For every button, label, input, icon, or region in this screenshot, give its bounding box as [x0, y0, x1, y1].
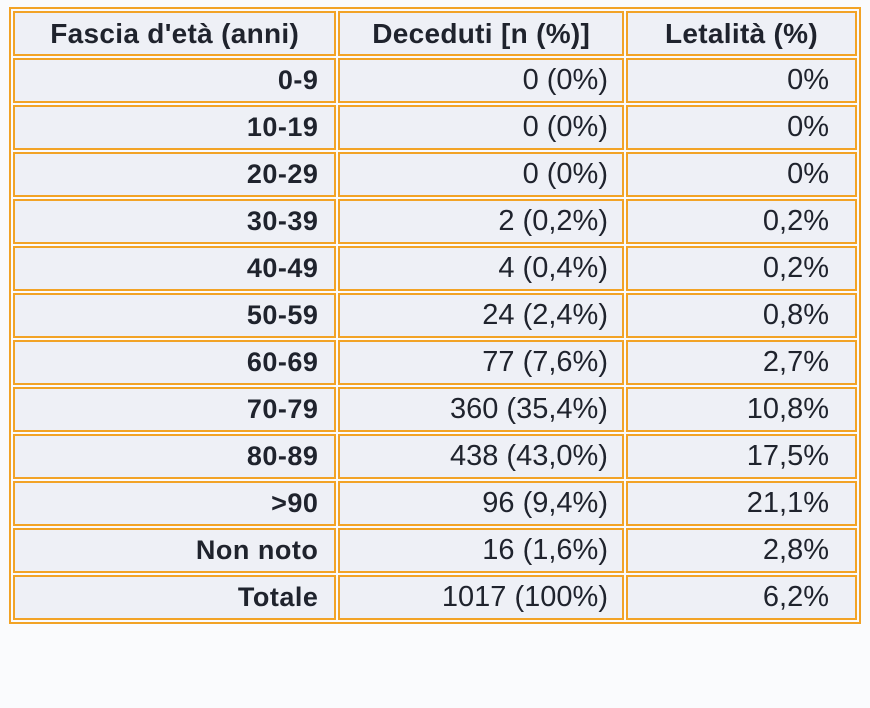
age-group-cell: >90: [13, 481, 337, 526]
deceased-cell: 438 (43,0%): [338, 434, 624, 479]
lethality-cell: 17,5%: [625, 434, 857, 479]
lethality-cell: 0%: [625, 105, 857, 150]
table-row: 40-49 4 (0,4%) 0,2%: [13, 246, 857, 291]
table-row: 80-89 438 (43,0%) 17,5%: [13, 434, 857, 479]
age-group-cell: 70-79: [13, 387, 337, 432]
age-group-cell: 80-89: [13, 434, 337, 479]
deceased-cell: 2 (0,2%): [338, 199, 624, 244]
lethality-cell: 0,2%: [625, 246, 857, 291]
lethality-cell: 2,7%: [625, 340, 857, 385]
age-group-cell: 60-69: [13, 340, 337, 385]
deceased-cell: 0 (0%): [338, 105, 624, 150]
lethality-cell: 6,2%: [625, 575, 857, 620]
column-header-age-group: Fascia d'età (anni): [13, 11, 337, 56]
deceased-cell: 16 (1,6%): [338, 528, 624, 573]
deceased-cell: 0 (0%): [338, 152, 624, 197]
lethality-cell: 0,8%: [625, 293, 857, 338]
table-row: 60-69 77 (7,6%) 2,7%: [13, 340, 857, 385]
age-group-cell: 0-9: [13, 58, 337, 103]
lethality-cell: 0%: [625, 58, 857, 103]
deceased-cell: 0 (0%): [338, 58, 624, 103]
table-row: 10-19 0 (0%) 0%: [13, 105, 857, 150]
table-row: 30-39 2 (0,2%) 0,2%: [13, 199, 857, 244]
lethality-by-age-table: Fascia d'età (anni) Deceduti [n (%)] Let…: [9, 7, 861, 624]
age-group-cell: 30-39: [13, 199, 337, 244]
age-group-cell: Non noto: [13, 528, 337, 573]
deceased-cell: 4 (0,4%): [338, 246, 624, 291]
lethality-cell: 0%: [625, 152, 857, 197]
column-header-deceased: Deceduti [n (%)]: [338, 11, 624, 56]
deceased-cell: 1017 (100%): [338, 575, 624, 620]
deceased-cell: 360 (35,4%): [338, 387, 624, 432]
age-group-cell: 10-19: [13, 105, 337, 150]
age-group-cell: Totale: [13, 575, 337, 620]
table-row: >90 96 (9,4%) 21,1%: [13, 481, 857, 526]
lethality-cell: 10,8%: [625, 387, 857, 432]
age-group-cell: 50-59: [13, 293, 337, 338]
age-group-cell: 20-29: [13, 152, 337, 197]
table-row: 70-79 360 (35,4%) 10,8%: [13, 387, 857, 432]
lethality-cell: 21,1%: [625, 481, 857, 526]
table-row: Non noto 16 (1,6%) 2,8%: [13, 528, 857, 573]
age-group-cell: 40-49: [13, 246, 337, 291]
table-row: 0-9 0 (0%) 0%: [13, 58, 857, 103]
table-row: 20-29 0 (0%) 0%: [13, 152, 857, 197]
deceased-cell: 77 (7,6%): [338, 340, 624, 385]
lethality-cell: 2,8%: [625, 528, 857, 573]
lethality-cell: 0,2%: [625, 199, 857, 244]
column-header-lethality: Letalità (%): [625, 11, 857, 56]
table-row: 50-59 24 (2,4%) 0,8%: [13, 293, 857, 338]
table-row-total: Totale 1017 (100%) 6,2%: [13, 575, 857, 620]
table-container: Fascia d'età (anni) Deceduti [n (%)] Let…: [9, 7, 861, 624]
header-row: Fascia d'età (anni) Deceduti [n (%)] Let…: [13, 11, 857, 56]
deceased-cell: 24 (2,4%): [338, 293, 624, 338]
deceased-cell: 96 (9,4%): [338, 481, 624, 526]
